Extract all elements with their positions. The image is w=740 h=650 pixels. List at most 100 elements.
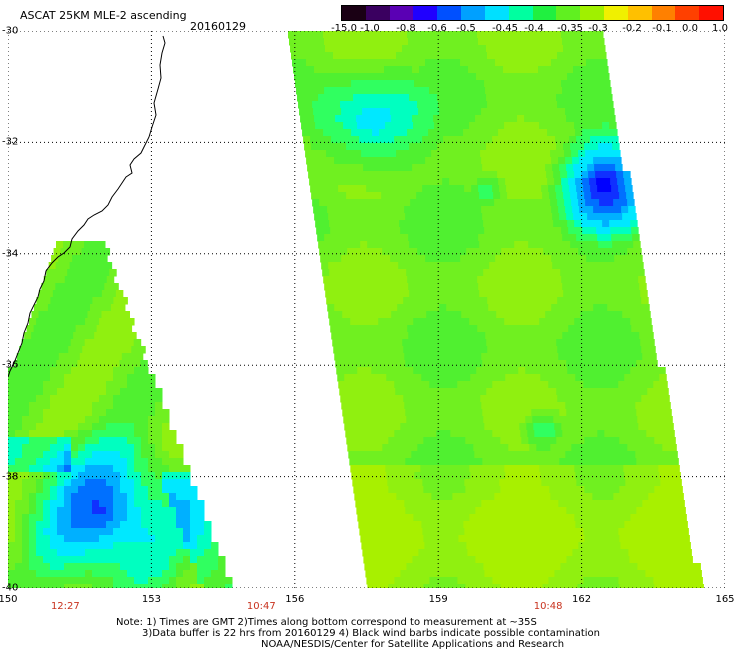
latitude-label: -38 (2, 471, 19, 483)
swath-cell (162, 472, 170, 480)
swath-cell (476, 220, 484, 228)
swath-cell (499, 136, 507, 144)
swath-cell (601, 262, 609, 270)
swath-cell (507, 241, 515, 249)
map-plot[interactable] (8, 31, 725, 588)
swath-cell (598, 94, 606, 102)
swath-cell (568, 178, 576, 186)
swath-cell (651, 563, 659, 571)
swath-cell (589, 129, 597, 137)
swath-cell (459, 248, 467, 256)
swath-cell (426, 213, 434, 221)
swath-cell (568, 472, 576, 480)
swath-cell (430, 143, 438, 151)
swath-cell (29, 444, 37, 452)
swath-cell (589, 374, 597, 382)
swath-cell (468, 556, 476, 564)
swath-cell (58, 353, 67, 361)
swath-cell (597, 528, 605, 536)
swath-cell (486, 241, 494, 249)
swath-cell (329, 269, 337, 277)
swath-cell (381, 241, 389, 249)
swath-cell (372, 31, 380, 39)
swath-cell (22, 549, 30, 557)
swath-cell (555, 87, 563, 95)
swath-cell (595, 416, 603, 424)
swath-cell (176, 514, 184, 522)
swath-cell (581, 171, 589, 179)
swath-cell (488, 353, 496, 361)
swath-cell (386, 570, 394, 578)
swath-cell (367, 143, 375, 151)
swath-cell (597, 185, 605, 193)
swath-cell (88, 248, 97, 256)
swath-cell (397, 304, 405, 312)
swath-cell (385, 220, 393, 228)
swath-cell (141, 367, 149, 375)
swath-cell (500, 94, 508, 102)
swath-cell (492, 528, 500, 536)
swath-cell (134, 416, 142, 424)
swath-cell (591, 437, 599, 445)
swath-cell (415, 381, 423, 389)
swath-cell (347, 199, 355, 207)
swath-cell (479, 486, 487, 494)
swath-cell (398, 311, 406, 319)
swath-cell (482, 213, 490, 221)
swath-cell (324, 136, 332, 144)
coastline (8, 35, 166, 378)
swath-cell (465, 584, 473, 588)
swath-cell (169, 444, 177, 452)
swath-cell (197, 563, 205, 571)
swath-cell (623, 318, 631, 326)
swath-cell (457, 528, 465, 536)
swath-cell (479, 241, 487, 249)
swath-cell (494, 248, 502, 256)
swath-cell (668, 486, 676, 494)
swath-cell (615, 458, 623, 466)
swath-cell (570, 584, 578, 588)
swath-cell (563, 241, 571, 249)
swath-cell (492, 136, 500, 144)
swath-cell (366, 430, 374, 438)
swath-cell (437, 192, 445, 200)
swath-cell (592, 199, 600, 207)
swath-cell (405, 360, 413, 368)
swath-cell (484, 472, 492, 480)
swath-cell (120, 479, 128, 487)
swath-cell (422, 185, 430, 193)
swath-cell (396, 346, 404, 354)
swath-cell (583, 577, 591, 585)
latitude-label: -34 (2, 248, 19, 260)
swath-cell (134, 374, 142, 382)
swath-cell (606, 542, 614, 550)
swath-cell (590, 430, 598, 438)
swath-cell (134, 451, 142, 459)
swath-cell (127, 409, 135, 417)
swath-cell (45, 290, 54, 298)
swath-cell (567, 171, 575, 179)
swath-cell (78, 493, 86, 501)
swath-cell (423, 437, 431, 445)
swath-cell (43, 479, 51, 487)
swath-cell (623, 563, 631, 571)
swath-cell (548, 185, 556, 193)
swath-cell (533, 423, 541, 431)
swath-cell (80, 311, 88, 319)
longitude-label: 159 (428, 594, 448, 605)
swath-cell (547, 521, 555, 529)
swath-cell (520, 136, 528, 144)
swath-cell (517, 409, 525, 417)
swath-cell (350, 269, 358, 277)
swath-cell (361, 297, 369, 305)
swath-cell (448, 465, 456, 473)
swath-cell (370, 556, 378, 564)
swath-cell (8, 444, 16, 452)
swath-cell (618, 479, 626, 487)
swath-cell (354, 150, 362, 158)
swath-cell (533, 129, 541, 137)
swath-cell (645, 423, 653, 431)
swath-cell (302, 31, 310, 39)
swath-cell (579, 157, 587, 165)
swath-cell (491, 472, 499, 480)
